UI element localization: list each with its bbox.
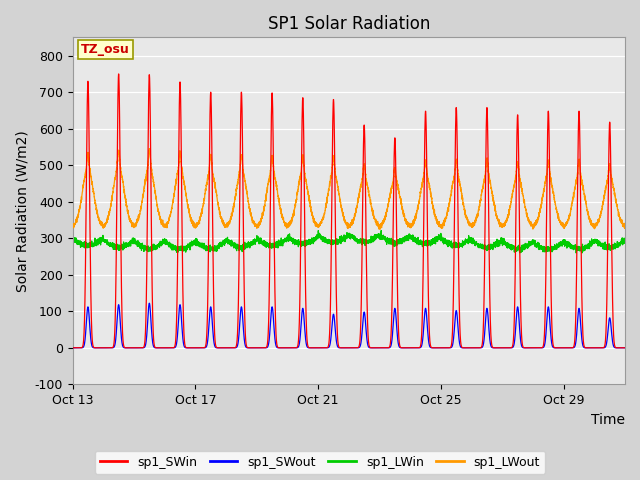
Legend: sp1_SWin, sp1_SWout, sp1_LWin, sp1_LWout: sp1_SWin, sp1_SWout, sp1_LWin, sp1_LWout — [95, 451, 545, 474]
Y-axis label: Solar Radiation (W/m2): Solar Radiation (W/m2) — [15, 130, 29, 292]
Title: SP1 Solar Radiation: SP1 Solar Radiation — [268, 15, 430, 33]
X-axis label: Time: Time — [591, 413, 625, 427]
Text: TZ_osu: TZ_osu — [81, 43, 130, 56]
